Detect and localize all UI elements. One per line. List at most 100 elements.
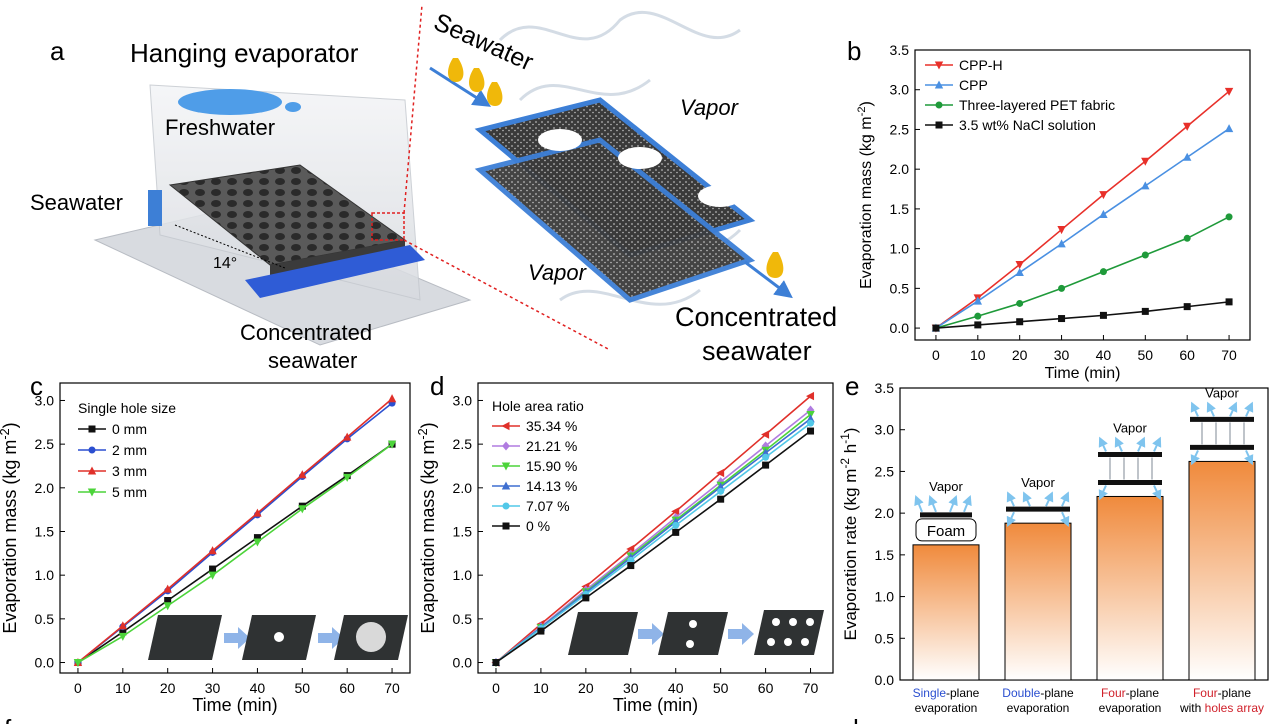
- data-point: [627, 562, 635, 570]
- data-point: [118, 621, 128, 630]
- legend-label: 3 mm: [112, 463, 147, 479]
- y-tick-label: 2.0: [890, 161, 910, 177]
- x-tick-label: 50: [1138, 347, 1154, 363]
- label-concentrated-1: Concentrated: [240, 320, 372, 345]
- data-point: [761, 430, 770, 439]
- data-point: [164, 597, 172, 604]
- data-point: [807, 419, 815, 427]
- y-tick-label: 1.5: [890, 201, 910, 217]
- x-tick-label: 70: [803, 680, 819, 696]
- x-tick-label: 70: [1221, 347, 1237, 363]
- y-axis-label: Evaporation rate (kg m-2 h-1): [838, 428, 860, 641]
- y-tick-label: 1.0: [453, 567, 473, 583]
- inset-large-hole: [356, 622, 386, 652]
- plot-frame: [914, 49, 1251, 341]
- x-tick-label: 40: [668, 680, 684, 696]
- label-seawater-left: Seawater: [30, 190, 123, 215]
- y-tick-label: 3.5: [875, 380, 895, 396]
- vapor-label: Vapor: [929, 479, 963, 494]
- y-tick-label: 0.5: [875, 630, 895, 646]
- data-point: [1183, 234, 1191, 242]
- legend-marker: [935, 101, 943, 109]
- panel-letter-c: c: [30, 371, 43, 401]
- y-tick-label: 3.0: [453, 392, 473, 408]
- chart-c-plot: 0 10 20 30 40 50 60 70 0.0 0.5 1.0 1.5 2.0 2.5 3.0 Time…: [0, 382, 411, 715]
- y-axis-label: Evaporation mass (kg m-2): [416, 422, 438, 633]
- inset-two-hole-sheet: [658, 612, 728, 655]
- data-point: [806, 414, 815, 423]
- y-tick-label: 1.0: [890, 241, 910, 257]
- vapor-arrow: [1060, 511, 1070, 527]
- x-tick-label: 10: [115, 680, 131, 696]
- x-tick-label: 40: [1096, 347, 1112, 363]
- data-point: [805, 391, 815, 401]
- x-tick-label: 70: [384, 680, 400, 696]
- x-axis-label: Time (min): [1045, 365, 1121, 382]
- inset-hole: [767, 638, 775, 646]
- data-point: [342, 432, 352, 441]
- panel-a-title: Hanging evaporator: [130, 38, 359, 68]
- data-point: [1099, 311, 1107, 319]
- x-tick-label: 10: [970, 347, 986, 363]
- legend-label: 2 mm: [112, 442, 147, 458]
- label-concentrated-2: seawater: [268, 348, 357, 373]
- panel-letter-f: f: [4, 714, 12, 724]
- y-axis-label: Evaporation mass (kg m-2): [0, 422, 20, 633]
- category-label-line1: Single-plane: [913, 686, 980, 700]
- zoom-hole-3: [698, 185, 742, 207]
- chart-panel-e: e 0.0 0.5 1.0 1.5 2.0 2.5 3.0 3.5 Evaporation ra…: [838, 371, 1269, 715]
- plot-frame: [59, 382, 411, 674]
- data-point: [208, 571, 217, 580]
- legend-marker: [88, 446, 96, 454]
- series-line: [77, 443, 393, 664]
- legend-marker: [502, 441, 510, 451]
- inset-arrow: [224, 627, 250, 649]
- data-point: [1099, 191, 1108, 200]
- chart-e-plot: 0.0 0.5 1.0 1.5 2.0 2.5 3.0 3.5 Evaporation rate…: [838, 380, 1269, 715]
- y-tick-label: 0.0: [35, 655, 55, 671]
- data-point: [626, 544, 635, 554]
- category-label-line2: evaporation: [1099, 701, 1162, 715]
- legend-marker: [501, 421, 510, 431]
- data-point: [807, 427, 815, 435]
- legend-title: Single hole size: [78, 400, 176, 416]
- chart-d-insets: [568, 610, 824, 655]
- x-tick-label: 20: [578, 680, 594, 696]
- data-point: [342, 473, 352, 482]
- vapor-label: Vapor: [1113, 420, 1147, 435]
- bar: [1096, 495, 1164, 681]
- data-point: [209, 565, 217, 573]
- legend-marker: [935, 121, 943, 129]
- inset-six-hole-sheet: [754, 610, 824, 655]
- data-point: [1224, 124, 1234, 133]
- x-tick-label: 60: [758, 680, 774, 696]
- legend-label: 7.07 %: [526, 498, 570, 514]
- vapor-arrow: [1006, 491, 1016, 507]
- label-angle: 14°: [213, 255, 237, 272]
- vapor-arrow: [1244, 401, 1254, 417]
- vapor-arrow: [928, 494, 938, 513]
- legend-marker: [87, 488, 97, 497]
- label-zoom-concentrated-1: Concentrated: [675, 302, 837, 332]
- legend-label: 0 %: [526, 518, 550, 534]
- vapor-arrow: [948, 494, 958, 513]
- data-point: [1141, 157, 1150, 166]
- y-tick-label: 1.5: [453, 523, 473, 539]
- y-tick-label: 2.0: [453, 480, 473, 496]
- data-point: [492, 659, 500, 667]
- vapor-arrow: [1206, 401, 1216, 417]
- x-tick-label: 20: [1012, 347, 1028, 363]
- data-point: [208, 546, 217, 555]
- droplet-icon: [766, 252, 784, 278]
- data-point: [1058, 315, 1066, 323]
- vapor-label: Vapor: [1021, 475, 1055, 490]
- y-tick-label: 2.0: [35, 480, 55, 496]
- foam-box: [915, 518, 977, 542]
- legend-label: 3.5 wt% NaCl solution: [959, 117, 1096, 133]
- vapor-arrow: [914, 494, 924, 513]
- legend-marker: [934, 80, 944, 89]
- vapor-arrow: [1098, 485, 1108, 501]
- inset-arrow: [318, 627, 344, 649]
- data-point: [806, 405, 815, 415]
- data-point: [1015, 267, 1024, 276]
